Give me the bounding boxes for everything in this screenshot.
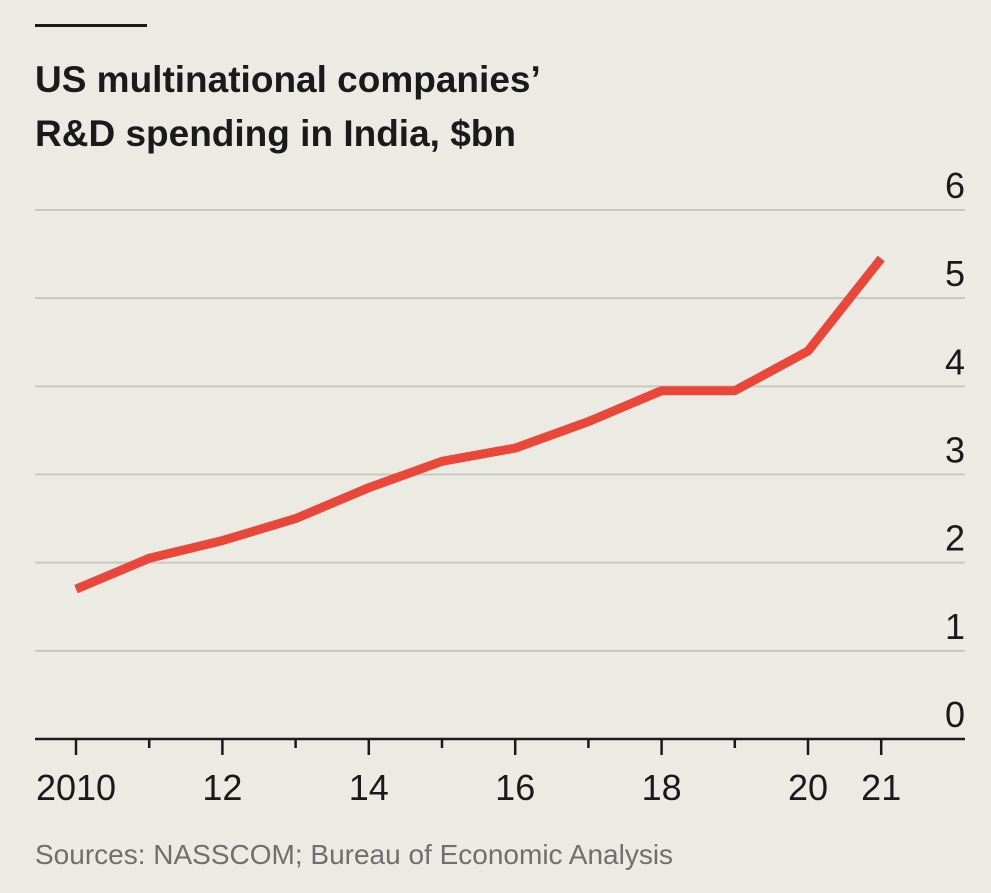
gridlines — [35, 209, 965, 652]
source-note: Sources: NASSCOM; Bureau of Economic Ana… — [35, 839, 673, 870]
y-axis-tick-labels: 0 1 2 3 4 5 6 — [945, 165, 965, 735]
y-tick-label-0: 0 — [945, 694, 965, 735]
x-tick-label-2018: 18 — [642, 767, 682, 808]
y-tick-label-6: 6 — [945, 165, 965, 206]
x-axis — [35, 737, 965, 755]
y-tick-label-2: 2 — [945, 518, 965, 559]
series-line-0 — [74, 255, 885, 594]
x-tick-label-2021: 21 — [861, 767, 901, 808]
x-tick-label-2010: 2010 — [36, 767, 116, 808]
x-axis-tick-labels: 2010 12 14 16 18 20 21 — [36, 767, 901, 808]
series-lines — [74, 255, 885, 594]
chart-title-line-1: US multinational companies’ — [35, 59, 541, 100]
top-rule — [35, 24, 147, 27]
x-tick-label-2016: 16 — [495, 767, 535, 808]
x-tick-label-2012: 12 — [202, 767, 242, 808]
chart-title-line-2: R&D spending in India, $bn — [35, 113, 516, 154]
x-tick-label-2020: 20 — [788, 767, 828, 808]
y-tick-label-1: 1 — [945, 606, 965, 647]
y-tick-label-3: 3 — [945, 430, 965, 471]
y-tick-label-4: 4 — [945, 341, 965, 382]
x-tick-label-2014: 14 — [349, 767, 389, 808]
y-tick-label-5: 5 — [945, 253, 965, 294]
